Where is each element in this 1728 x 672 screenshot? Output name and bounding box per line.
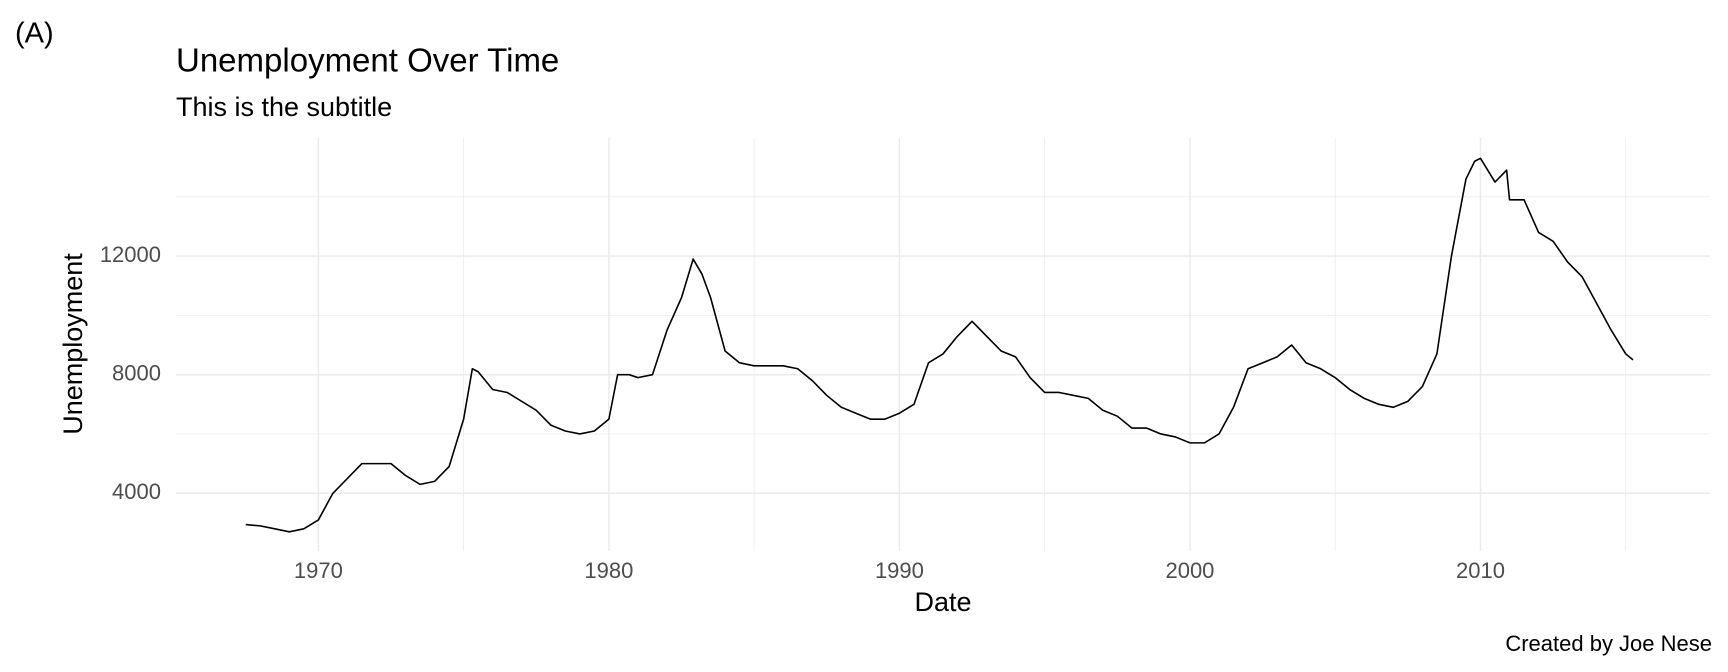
y-tick-label: 4000 [112,479,161,504]
data-line [245,157,1634,533]
y-tick-label: 12000 [100,242,161,267]
caption: Created by Joe Nese [1505,631,1712,656]
y-tick-label: 8000 [112,361,161,386]
x-axis-title: Date [914,587,971,617]
x-tick-label: 2000 [1165,558,1214,583]
x-tick-label: 1990 [875,558,924,583]
panel-tag: (A) [15,18,54,50]
x-tick-label: 1980 [584,558,633,583]
x-tick-label: 1970 [294,558,343,583]
chart-title: Unemployment Over Time [176,42,559,79]
x-tick-label: 2010 [1456,558,1505,583]
y-axis-title: Unemployment [58,253,88,435]
chart-subtitle: This is the subtitle [176,92,392,122]
